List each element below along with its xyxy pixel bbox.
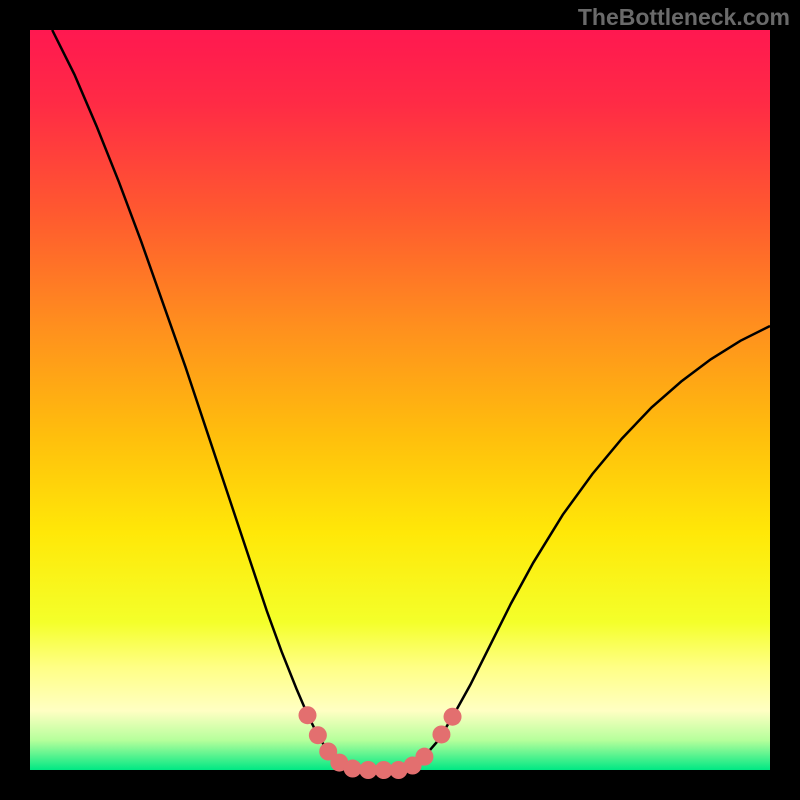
marker-point	[299, 706, 317, 724]
chart-stage: TheBottleneck.com	[0, 0, 800, 800]
marker-point	[344, 760, 362, 778]
marker-point	[309, 726, 327, 744]
marker-point	[359, 761, 377, 779]
marker-point	[432, 725, 450, 743]
watermark-label: TheBottleneck.com	[578, 4, 790, 31]
marker-point	[444, 708, 462, 726]
marker-point	[415, 748, 433, 766]
chart-svg	[0, 0, 800, 800]
